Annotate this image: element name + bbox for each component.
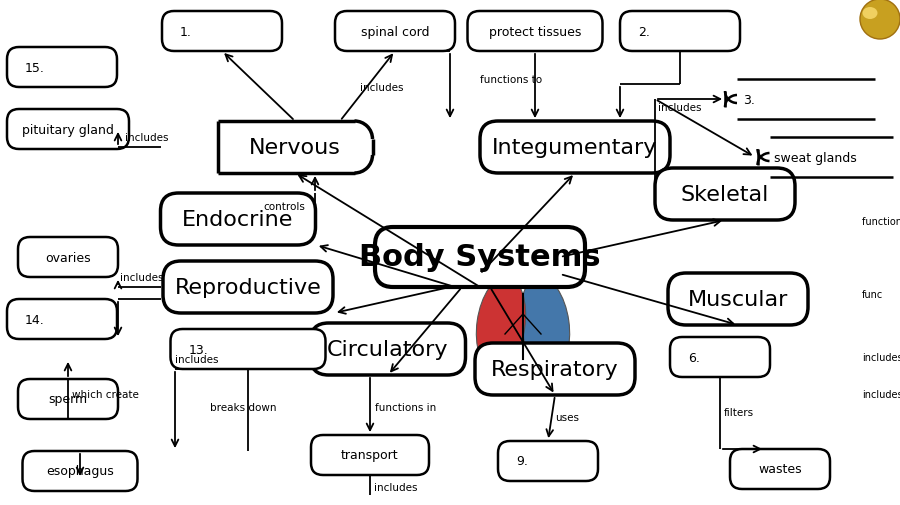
FancyBboxPatch shape [335, 12, 455, 52]
Bar [758, 138, 893, 178]
FancyBboxPatch shape [163, 262, 333, 314]
Text: Body Systems: Body Systems [359, 243, 601, 272]
FancyBboxPatch shape [7, 48, 117, 88]
FancyBboxPatch shape [730, 449, 830, 489]
FancyBboxPatch shape [670, 337, 770, 377]
Ellipse shape [860, 0, 900, 40]
Text: functions in: functions in [375, 402, 436, 412]
Text: Endocrine: Endocrine [183, 210, 293, 230]
Text: functions to: functions to [480, 75, 542, 85]
FancyBboxPatch shape [7, 110, 129, 149]
Text: 1.: 1. [180, 25, 192, 38]
Text: esophagus: esophagus [46, 465, 114, 478]
Text: 6.: 6. [688, 351, 700, 364]
Text: ovaries: ovaries [45, 251, 91, 264]
Bar [725, 80, 875, 120]
Ellipse shape [862, 8, 878, 20]
Text: pituitary gland: pituitary gland [22, 123, 114, 136]
Bar [218, 122, 373, 174]
FancyBboxPatch shape [311, 435, 429, 475]
Text: uses: uses [555, 412, 579, 422]
FancyBboxPatch shape [160, 193, 316, 245]
Text: includes: includes [125, 133, 168, 143]
FancyBboxPatch shape [655, 169, 795, 221]
Text: Muscular: Muscular [688, 289, 788, 310]
Ellipse shape [476, 277, 526, 371]
Text: includes: includes [175, 355, 219, 364]
Text: breaks down: breaks down [210, 402, 276, 412]
Text: 13.: 13. [188, 343, 208, 356]
FancyBboxPatch shape [170, 329, 326, 369]
FancyBboxPatch shape [18, 379, 118, 419]
Text: 3.: 3. [743, 93, 755, 106]
Text: Nervous: Nervous [249, 138, 341, 158]
Text: spinal cord: spinal cord [361, 25, 429, 38]
Text: transport: transport [341, 448, 399, 462]
Text: includes—: includes— [862, 389, 900, 399]
FancyBboxPatch shape [375, 228, 585, 287]
Text: includes: includes [374, 482, 418, 492]
FancyBboxPatch shape [480, 122, 670, 174]
Text: includes: includes [658, 103, 701, 113]
FancyBboxPatch shape [475, 343, 635, 395]
Text: Reproductive: Reproductive [175, 277, 321, 297]
FancyBboxPatch shape [668, 274, 808, 325]
FancyBboxPatch shape [22, 451, 138, 491]
Text: includes: includes [862, 352, 900, 362]
Text: controls: controls [263, 201, 305, 212]
FancyBboxPatch shape [7, 299, 117, 339]
Text: 15.: 15. [25, 62, 45, 74]
Text: 14.: 14. [25, 313, 45, 326]
Text: includes: includes [120, 273, 164, 282]
FancyBboxPatch shape [18, 237, 118, 277]
Ellipse shape [520, 277, 570, 371]
Text: Respiratory: Respiratory [491, 359, 619, 379]
Text: which create: which create [72, 389, 139, 399]
Text: 9.: 9. [516, 454, 528, 468]
Text: protect tissues: protect tissues [489, 25, 581, 38]
Text: includes: includes [360, 83, 403, 93]
Text: Skeletal: Skeletal [680, 185, 770, 205]
Text: filters: filters [724, 407, 754, 417]
Text: functions i: functions i [862, 217, 900, 227]
Text: Circulatory: Circulatory [328, 339, 449, 359]
FancyBboxPatch shape [162, 12, 282, 52]
FancyBboxPatch shape [620, 12, 740, 52]
Text: func: func [862, 289, 883, 299]
Text: wastes: wastes [758, 463, 802, 476]
Text: Integumentary: Integumentary [492, 138, 658, 158]
FancyBboxPatch shape [310, 323, 465, 375]
Text: sweat glands: sweat glands [774, 151, 857, 164]
Text: sperm: sperm [49, 393, 87, 406]
Text: 2.: 2. [638, 25, 650, 38]
FancyBboxPatch shape [467, 12, 602, 52]
FancyBboxPatch shape [498, 441, 598, 481]
